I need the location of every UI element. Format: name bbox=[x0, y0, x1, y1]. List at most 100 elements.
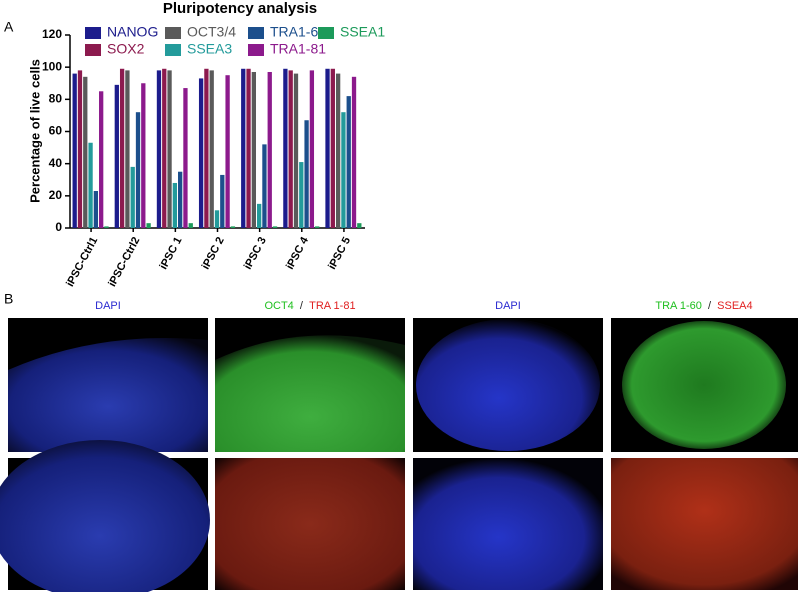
image-label: DAPI bbox=[495, 300, 521, 312]
bar bbox=[341, 112, 346, 228]
bar bbox=[220, 174, 225, 228]
x-tick-label: iPSC 5 bbox=[326, 235, 353, 271]
x-tick-label: iPSC-Ctrl2 bbox=[106, 235, 142, 289]
bar bbox=[230, 226, 236, 228]
bar bbox=[88, 142, 93, 228]
legend-label: TRA1-60 bbox=[270, 24, 326, 40]
bar bbox=[99, 91, 104, 229]
bar bbox=[272, 226, 278, 228]
image-label: OCT4 / TRA 1-81 bbox=[264, 300, 355, 312]
bar bbox=[72, 73, 77, 228]
chart-title: Pluripotency analysis bbox=[163, 0, 317, 17]
bar bbox=[283, 68, 288, 229]
legend-swatch bbox=[85, 27, 101, 39]
bar bbox=[293, 73, 299, 228]
bar bbox=[209, 70, 214, 228]
bar bbox=[114, 84, 119, 228]
bar bbox=[330, 68, 335, 229]
bar bbox=[141, 83, 146, 228]
bar bbox=[183, 88, 188, 228]
stain-label: OCT4 bbox=[264, 300, 293, 312]
bar bbox=[93, 191, 99, 228]
bar bbox=[304, 120, 309, 228]
legend-label: TRA1-81 bbox=[270, 41, 326, 57]
legend-swatch bbox=[318, 27, 334, 39]
bar bbox=[288, 70, 293, 228]
panel-label: A bbox=[4, 19, 14, 35]
bar bbox=[309, 70, 315, 228]
legend-label: SSEA1 bbox=[340, 24, 385, 40]
bar bbox=[225, 75, 230, 228]
stain-label: SSEA4 bbox=[717, 300, 752, 312]
bar bbox=[351, 76, 357, 228]
y-tick-label: 80 bbox=[49, 92, 63, 106]
plot: 0 20 40 60 80 100 120 iPSC-Ctrl1 iPSC-Ctrl2 iPSC … bbox=[42, 24, 385, 289]
bar bbox=[267, 71, 272, 228]
bar bbox=[214, 210, 220, 228]
stain-label: / bbox=[708, 300, 712, 312]
bar bbox=[335, 73, 341, 228]
bar bbox=[146, 223, 151, 228]
bar bbox=[204, 68, 209, 229]
micrograph bbox=[611, 458, 798, 590]
bar bbox=[156, 70, 162, 228]
legend-label: SSEA3 bbox=[187, 41, 232, 57]
stain-label: TRA 1-81 bbox=[309, 300, 355, 312]
micrograph-row bbox=[8, 318, 798, 452]
bar bbox=[262, 144, 267, 228]
bar bbox=[198, 78, 204, 228]
legend-swatch bbox=[165, 27, 181, 39]
stain-label: DAPI bbox=[495, 300, 521, 312]
bar bbox=[325, 68, 330, 229]
bar bbox=[119, 68, 125, 229]
bar bbox=[172, 182, 178, 228]
y-tick-label: 0 bbox=[55, 220, 62, 234]
bar bbox=[104, 226, 109, 228]
micrograph bbox=[0, 440, 210, 592]
panel-label: B bbox=[4, 291, 13, 307]
image-label: DAPI bbox=[95, 300, 121, 312]
x-tick-label: iPSC 4 bbox=[284, 234, 311, 271]
bar bbox=[125, 70, 130, 228]
stain-label: TRA 1-60 bbox=[655, 300, 701, 312]
image-labels: DAPI OCT4 / TRA 1-81 DAPI TRA 1-60 / SSEA4 bbox=[95, 300, 752, 312]
bar bbox=[188, 223, 193, 228]
legend-swatch bbox=[248, 27, 264, 39]
bar bbox=[346, 96, 351, 228]
bar bbox=[299, 162, 304, 228]
legend-label: NANOG bbox=[107, 24, 158, 40]
micrograph-row bbox=[0, 440, 798, 592]
bar bbox=[83, 76, 88, 228]
y-tick-label: 40 bbox=[49, 156, 63, 170]
bar bbox=[315, 226, 320, 228]
y-tick-label: 20 bbox=[49, 188, 63, 202]
bar bbox=[178, 171, 183, 228]
legend-swatch bbox=[248, 44, 264, 56]
bar bbox=[162, 68, 167, 229]
bar bbox=[167, 70, 172, 228]
legend-swatch bbox=[85, 44, 101, 56]
x-tick-label: iPSC 1 bbox=[158, 235, 185, 271]
legend-label: SOX2 bbox=[107, 41, 145, 57]
micrograph bbox=[622, 321, 786, 449]
micrograph bbox=[8, 338, 208, 452]
y-tick-label: 120 bbox=[42, 27, 62, 41]
bar bbox=[357, 223, 362, 228]
stain-label: DAPI bbox=[95, 300, 121, 312]
y-axis-label: Percentage of live cells bbox=[27, 59, 42, 203]
micrograph bbox=[215, 335, 405, 452]
bar bbox=[256, 203, 262, 228]
bar bbox=[135, 112, 141, 228]
bar bbox=[130, 166, 135, 228]
legend-label: OCT3/4 bbox=[187, 24, 236, 40]
bar bbox=[246, 68, 251, 229]
micrograph bbox=[416, 319, 600, 451]
x-tick-label: iPSC 3 bbox=[242, 235, 269, 271]
micrograph bbox=[413, 458, 603, 590]
bar bbox=[241, 68, 246, 229]
bar bbox=[77, 70, 83, 228]
image-label: TRA 1-60 / SSEA4 bbox=[655, 300, 752, 312]
legend-swatch bbox=[165, 44, 181, 56]
x-tick-label: iPSC 2 bbox=[200, 235, 227, 271]
y-tick-label: 100 bbox=[42, 59, 62, 73]
